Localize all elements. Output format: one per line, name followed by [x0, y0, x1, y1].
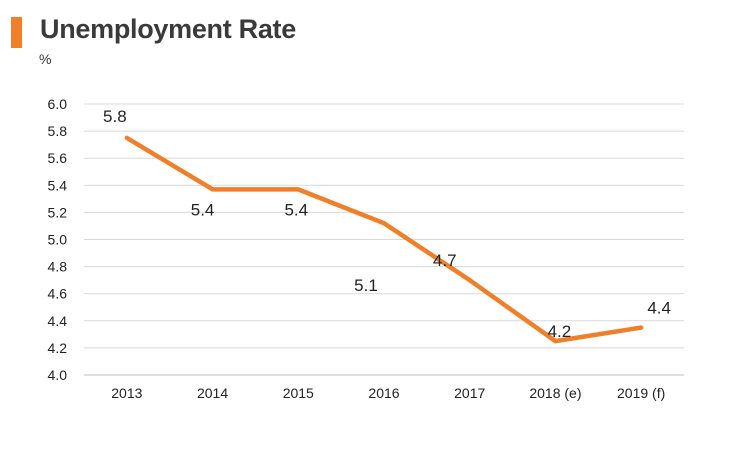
- y-tick-label: 5.4: [48, 177, 68, 193]
- x-tick-label: 2017: [454, 385, 485, 401]
- data-label: 4.4: [647, 299, 671, 318]
- x-tick-label: 2014: [197, 385, 228, 401]
- data-label: 4.2: [548, 322, 572, 341]
- y-tick-label: 4.6: [48, 286, 68, 302]
- y-tick-label: 4.0: [48, 367, 68, 383]
- x-tick-label: 2019 (f): [617, 385, 665, 401]
- chart-title: Unemployment Rate: [40, 14, 296, 44]
- data-label: 4.7: [433, 251, 457, 270]
- y-tick-label: 5.2: [48, 204, 68, 220]
- y-tick-label: 5.0: [48, 232, 68, 248]
- data-label: 5.8: [103, 107, 127, 126]
- series-line: [124, 135, 644, 344]
- y-axis-ticks: 4.0 4.2 4.4 4.6 4.8 5.0 5.2 5.4 5.6 5.8 6.0: [48, 96, 68, 383]
- data-label: 5.4: [284, 200, 308, 219]
- title-accent-bar: [11, 17, 22, 48]
- y-tick-label: 5.6: [48, 150, 68, 166]
- series-group: [124, 135, 644, 344]
- y-tick-label: 4.4: [48, 313, 68, 329]
- data-label: 5.4: [191, 200, 215, 219]
- y-tick-label: 6.0: [48, 96, 68, 112]
- y-tick-label: 5.8: [48, 123, 68, 139]
- gridlines: [84, 103, 684, 376]
- x-tick-label: 2018 (e): [529, 385, 581, 401]
- data-label: 5.1: [354, 276, 378, 295]
- data-labels: 5.8 5.4 5.4 5.1 4.7 4.2 4.4: [103, 107, 671, 341]
- x-tick-label: 2016: [368, 385, 399, 401]
- unit-label: %: [39, 51, 52, 67]
- x-axis-ticks: 2013 2014 2015 2016 2017 2018 (e) 2019 (f): [111, 385, 665, 401]
- x-tick-label: 2013: [111, 385, 142, 401]
- x-tick-label: 2015: [283, 385, 314, 401]
- y-tick-label: 4.8: [48, 259, 68, 275]
- y-tick-label: 4.2: [48, 340, 68, 356]
